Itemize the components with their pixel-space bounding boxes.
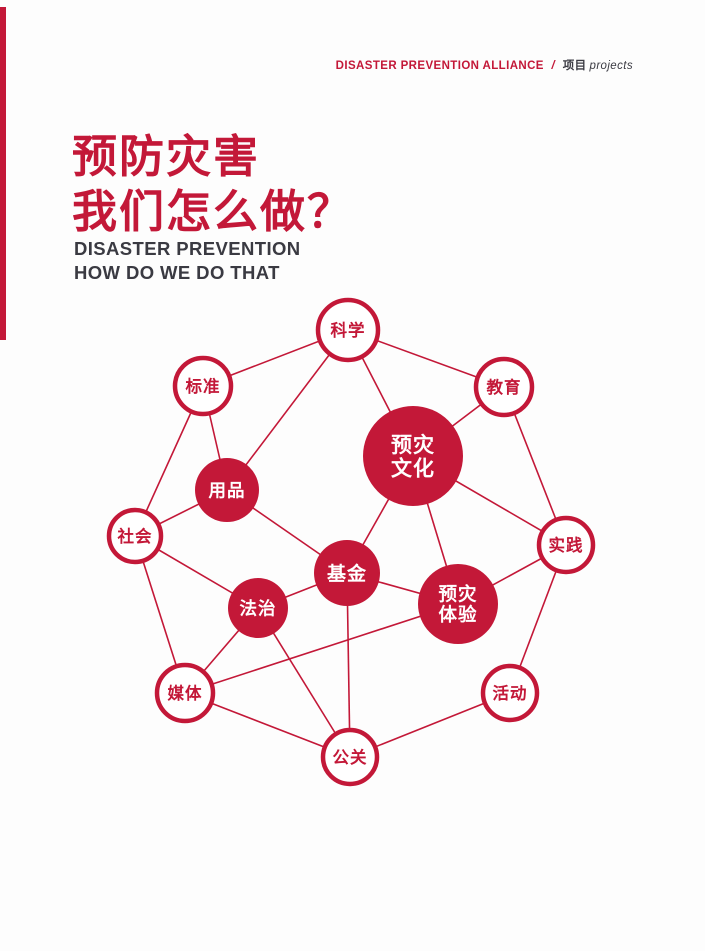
- node-circle-yuzaiwenhua: [363, 406, 463, 506]
- node-label-jiaoyu: 教育: [486, 377, 522, 397]
- edge-yuzaitiyan-meiti: [184, 603, 459, 694]
- node-circle-jiaoyu: [473, 356, 535, 418]
- node-label-yuzaiwenhua: 预灾文化: [391, 433, 435, 480]
- node-biaozhun: 标准: [172, 355, 234, 417]
- node-circle-jijin: [314, 540, 380, 606]
- header-section: 项目 projects: [563, 60, 633, 72]
- header-section-cn: 项目: [562, 60, 587, 72]
- node-yuzaitiyan: 预灾体验: [418, 564, 498, 644]
- node-jijin: 基金: [314, 540, 380, 606]
- node-circle-huodong: [480, 663, 540, 723]
- node-circle-biaozhun: [172, 355, 234, 417]
- title-line-2: 我们怎么做？: [72, 185, 355, 237]
- header-section-en: projects: [589, 60, 633, 72]
- node-circle-kexue: [315, 297, 381, 363]
- node-label-gongguan: 公关: [333, 747, 368, 767]
- node-circle-yuzaitiyan: [418, 564, 498, 644]
- page-title: 预防灾害 我们怎么做？: [72, 130, 354, 240]
- node-circle-meiti: [154, 662, 216, 724]
- node-circle-gongguan: [320, 727, 380, 787]
- node-label-yongpin: 用品: [209, 480, 246, 500]
- title-line-1: 预防灾害: [72, 131, 261, 182]
- node-label-fazhi: 法治: [240, 598, 277, 618]
- node-label-huodong: 活动: [493, 683, 528, 703]
- subtitle-line-1: DISASTER PREVENTION: [74, 238, 301, 259]
- node-label-yuzaitiyan: 预灾体验: [438, 584, 477, 625]
- node-label-kexue: 科学: [331, 320, 366, 340]
- node-circle-shehui: [106, 507, 164, 565]
- node-circle-yongpin: [195, 458, 259, 522]
- node-shehui: 社会: [106, 507, 164, 565]
- node-label-biaozhun: 标准: [186, 376, 221, 396]
- node-jiaoyu: 教育: [473, 356, 535, 418]
- node-shijian: 实践: [536, 515, 596, 575]
- page-subtitle: DISASTER PREVENTION HOW DO WE DO THAT: [74, 237, 301, 285]
- node-yuzaiwenhua: 预灾文化: [363, 406, 463, 506]
- node-huodong: 活动: [480, 663, 540, 723]
- header-separator: /: [551, 60, 556, 72]
- header-alliance-text: DISASTER PREVENTION ALLIANCE: [335, 60, 544, 72]
- node-label-shehui: 社会: [117, 526, 153, 546]
- node-gongguan: 公关: [320, 727, 380, 787]
- node-meiti: 媒体: [154, 662, 216, 724]
- node-label-meiti: 媒体: [168, 683, 203, 703]
- node-label-shijian: 实践: [549, 535, 584, 555]
- edge-kexue-yongpin: [226, 329, 349, 491]
- node-circle-fazhi: [228, 578, 288, 638]
- node-kexue: 科学: [315, 297, 381, 363]
- page-header: DISASTER PREVENTION ALLIANCE / 项目 project…: [336, 57, 633, 73]
- node-fazhi: 法治: [228, 578, 288, 638]
- subtitle-line-2: HOW DO WE DO THAT: [74, 262, 280, 284]
- left-accent-bar: [0, 7, 6, 340]
- node-label-jijin: 基金: [326, 562, 367, 585]
- node-circle-shijian: [536, 515, 596, 575]
- node-yongpin: 用品: [195, 458, 259, 522]
